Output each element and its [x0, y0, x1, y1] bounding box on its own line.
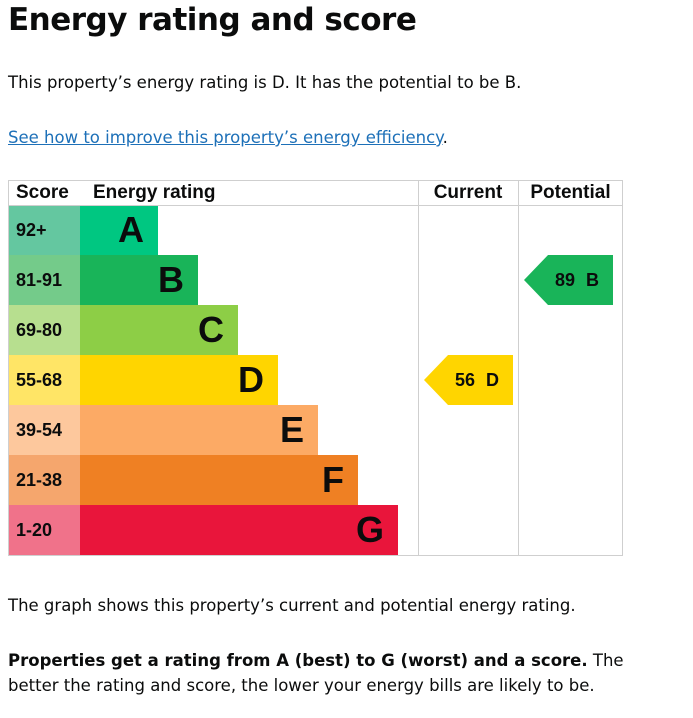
- rating-bar-a: A: [80, 205, 158, 255]
- rating-bar-e: E: [80, 405, 318, 455]
- header-current: Current: [433, 182, 503, 203]
- improve-efficiency-link[interactable]: See how to improve this property’s energ…: [8, 128, 443, 147]
- rating-explanation: Properties get a rating from A (best) to…: [8, 648, 648, 698]
- header-potential: Potential: [530, 182, 611, 203]
- rating-bar-g: G: [80, 505, 398, 555]
- score-cell-f: 21-38: [8, 455, 80, 505]
- rating-bar-b: B: [80, 255, 198, 305]
- score-cell-g: 1-20: [8, 505, 80, 555]
- grid-vline: [8, 180, 9, 556]
- page-title: Energy rating and score: [8, 2, 417, 38]
- grid-hline-bottom: [8, 555, 623, 556]
- improve-link-paragraph: See how to improve this property’s energ…: [8, 125, 448, 150]
- energy-rating-chart: Score Energy rating Current Potential 92…: [8, 180, 623, 556]
- grid-vline: [518, 180, 519, 556]
- potential-rating-arrow: 89 B: [524, 255, 613, 305]
- rating-explanation-bold: Properties get a rating from A (best) to…: [8, 651, 588, 670]
- graph-note: The graph shows this property’s current …: [8, 596, 576, 615]
- rating-explanation-rest: The better the rating and score, the low…: [8, 651, 624, 695]
- header-score: Score: [16, 182, 69, 203]
- grid-vline: [418, 180, 419, 556]
- rating-bar-d: D: [80, 355, 278, 405]
- grid-hline-header: [8, 205, 623, 206]
- rating-bar-f: F: [80, 455, 358, 505]
- grid-hline-top: [8, 180, 623, 181]
- score-cell-b: 81-91: [8, 255, 80, 305]
- current-rating-arrow: 56 D: [424, 355, 513, 405]
- score-cell-a: 92+: [8, 205, 80, 255]
- header-energy-rating: Energy rating: [93, 182, 216, 203]
- link-suffix: .: [442, 128, 448, 147]
- grid-vline: [622, 180, 623, 556]
- score-cell-d: 55-68: [8, 355, 80, 405]
- rating-bar-c: C: [80, 305, 238, 355]
- intro-text: This property’s energy rating is D. It h…: [8, 73, 522, 92]
- score-cell-e: 39-54: [8, 405, 80, 455]
- score-cell-c: 69-80: [8, 305, 80, 355]
